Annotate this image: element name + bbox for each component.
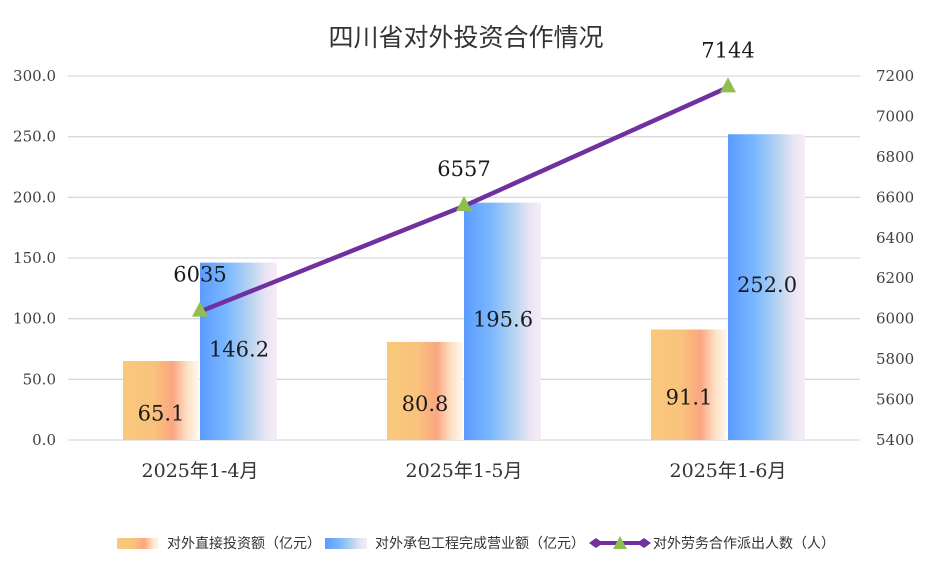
y-left-tick-label: 200.0 bbox=[13, 188, 56, 206]
y-right-tick-label: 6000 bbox=[876, 310, 914, 328]
legend-item-contracted-projects[interactable]: 对外承包工程完成营业额（亿元） bbox=[325, 533, 585, 553]
y-right-tick-label: 7000 bbox=[876, 107, 914, 125]
y-right-tick-label: 6400 bbox=[876, 229, 914, 247]
data-label-contracted-projects: 146.2 bbox=[209, 337, 269, 361]
data-label-labor-cooperation: 7144 bbox=[701, 38, 754, 62]
y-left-tick-label: 50.0 bbox=[23, 370, 56, 388]
bar-direct-investment[interactable] bbox=[651, 329, 727, 440]
x-category-label: 2025年1-4月 bbox=[142, 460, 259, 482]
bar-contracted-projects[interactable] bbox=[728, 134, 805, 441]
line-marker-triangle[interactable] bbox=[456, 196, 472, 212]
bar-contracted-projects[interactable] bbox=[200, 262, 277, 440]
legend: 对外直接投资额（亿元） 对外承包工程完成营业额（亿元） 对外劳务合作派出人数（人… bbox=[0, 530, 952, 556]
y-left-tick-label: 250.0 bbox=[13, 128, 56, 146]
data-labels: 65.1 146.2 80.8 195.6 91.1 252.0 6035 6557 7144 bbox=[138, 38, 797, 425]
line-marker-triangle[interactable] bbox=[720, 77, 736, 93]
y-right-tick-label: 6800 bbox=[876, 148, 914, 166]
legend-swatch-orange bbox=[117, 537, 159, 549]
y-right-tick-label: 6200 bbox=[876, 269, 914, 287]
data-label-direct-investment: 65.1 bbox=[138, 402, 185, 426]
legend-item-direct-investment[interactable]: 对外直接投资额（亿元） bbox=[117, 533, 321, 553]
data-label-labor-cooperation: 6557 bbox=[437, 157, 490, 181]
data-label-contracted-projects: 195.6 bbox=[473, 307, 533, 331]
chart-title: 四川省对外投资合作情况 bbox=[328, 23, 603, 52]
y-left-tick-label: 100.0 bbox=[13, 310, 56, 328]
y-left-tick-label: 150.0 bbox=[13, 249, 56, 267]
bar-direct-investment[interactable] bbox=[123, 361, 199, 440]
legend-label: 对外劳务合作派出人数（人） bbox=[653, 536, 835, 552]
bar-direct-investment[interactable] bbox=[387, 341, 463, 440]
legend-item-labor-cooperation[interactable]: 对外劳务合作派出人数（人） bbox=[589, 533, 835, 553]
y-left-tick-label: 300.0 bbox=[13, 67, 56, 85]
legend-line-marker-icon bbox=[589, 536, 651, 549]
data-label-contracted-projects: 252.0 bbox=[737, 273, 797, 297]
y-right-tick-label: 5800 bbox=[876, 350, 914, 368]
y-left-tick-label: 0.0 bbox=[32, 431, 56, 449]
bar-contracted-projects[interactable] bbox=[464, 202, 541, 440]
x-axis: 2025年1-4月 2025年1-5月 2025年1-6月 bbox=[142, 460, 787, 482]
data-label-direct-investment: 91.1 bbox=[666, 386, 713, 410]
left-axis: 0.0 50.0 100.0 150.0 200.0 250.0 300.0 bbox=[13, 67, 56, 449]
data-label-labor-cooperation: 6035 bbox=[173, 263, 226, 287]
y-right-tick-label: 5400 bbox=[876, 431, 914, 449]
line-series bbox=[192, 77, 736, 317]
x-category-label: 2025年1-6月 bbox=[670, 460, 787, 482]
data-label-direct-investment: 80.8 bbox=[402, 392, 449, 416]
legend-label: 对外承包工程完成营业额（亿元） bbox=[375, 536, 585, 552]
legend-label: 对外直接投资额（亿元） bbox=[167, 536, 321, 552]
line-marker-triangle[interactable] bbox=[192, 301, 208, 317]
y-right-tick-label: 5600 bbox=[876, 391, 914, 409]
legend-swatch-blue bbox=[325, 537, 367, 549]
y-right-tick-label: 6600 bbox=[876, 188, 914, 206]
x-category-label: 2025年1-5月 bbox=[406, 460, 523, 482]
right-axis: 5400 5600 5800 6000 6200 6400 6600 6800 7000 7200 bbox=[876, 67, 914, 449]
y-right-tick-label: 7200 bbox=[876, 67, 914, 85]
bars bbox=[123, 134, 805, 441]
